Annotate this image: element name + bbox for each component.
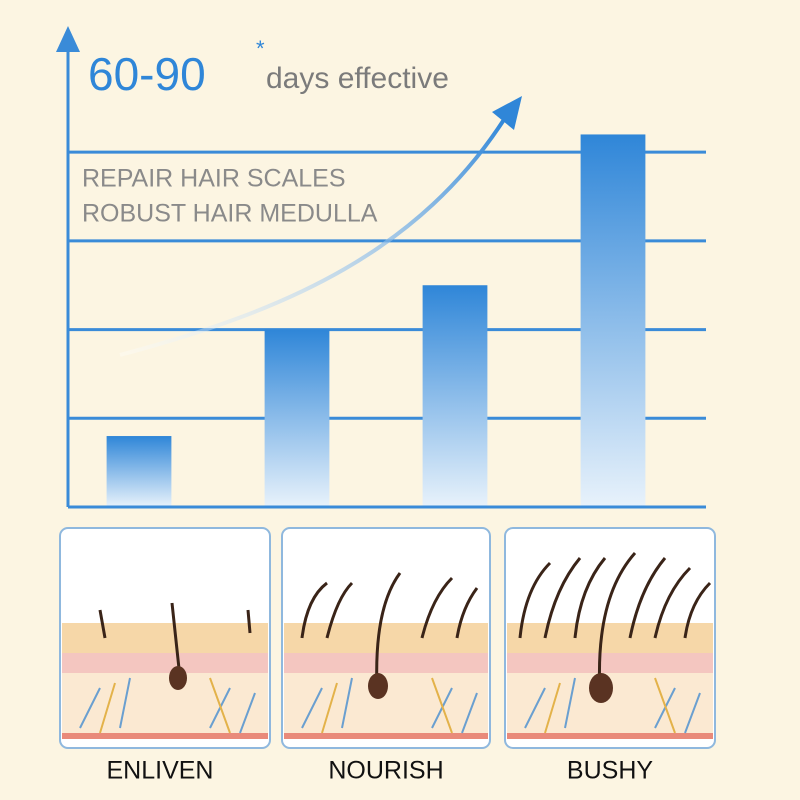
title-note: *: [256, 36, 265, 61]
trend-arrow-head: [492, 96, 522, 130]
y-axis-arrow: [56, 26, 80, 52]
annotation: REPAIR HAIR SCALES: [82, 165, 346, 193]
panel: [59, 527, 271, 749]
bar: [264, 329, 330, 507]
panel-label: ENLIVEN: [107, 757, 214, 785]
trend-arrow: [119, 116, 507, 357]
chart-title: 60-90: [88, 48, 206, 100]
annotation: ROBUST HAIR MEDULLA: [82, 200, 378, 228]
bar: [106, 436, 172, 507]
axes: [56, 26, 706, 509]
panel: [504, 527, 716, 749]
panel-label: BUSHY: [567, 757, 653, 785]
bar: [580, 134, 646, 507]
bar: [422, 285, 488, 507]
panel: [281, 527, 491, 749]
panels: [59, 527, 716, 749]
chart-subtitle: days effective: [266, 62, 449, 95]
panel-label: NOURISH: [328, 757, 443, 785]
